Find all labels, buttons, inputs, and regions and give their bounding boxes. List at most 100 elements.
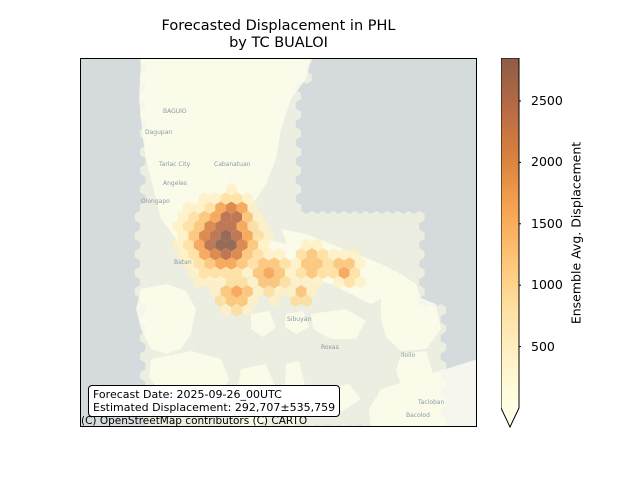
hexbin-cell: [317, 415, 328, 426]
hexbin-cell: [301, 238, 312, 252]
hexbin-cell: [183, 108, 194, 121]
hexbin-cell: [172, 369, 183, 382]
hexbin-cell: [150, 127, 162, 140]
hexbin-cell: [397, 294, 409, 307]
place-label-dagupan: Dagupan: [145, 129, 172, 136]
hexbin-cell: [247, 183, 259, 196]
hexbin-cell: [258, 331, 269, 345]
hexbin-cell: [354, 220, 366, 233]
hexbin-cell: [145, 136, 157, 149]
forecast-date-text: Forecast Date: 2025-09-26_00UTC: [93, 388, 282, 401]
hexbin-cell: [285, 266, 296, 280]
hexbin-cell: [220, 62, 232, 75]
hexbin-cell: [199, 248, 210, 261]
place-label-iloilo: Iloilo: [401, 352, 415, 359]
hexbin-cell: [317, 266, 328, 280]
hexbin-cell: [258, 164, 269, 177]
hexbin-cell: [188, 99, 200, 112]
hexbin-cell: [252, 210, 264, 224]
hexbin-cell: [360, 378, 371, 391]
hexbin-cell: [263, 341, 275, 354]
hexbin-cell: [140, 313, 151, 326]
hexbin-cell: [370, 210, 382, 224]
hexbin-cell: [274, 210, 285, 224]
hexbin-cell: [290, 164, 302, 177]
hexbin-cell: [290, 90, 302, 103]
hexbin-cell: [140, 90, 151, 103]
hexbin-cell: [183, 331, 194, 345]
hexbin-cell: [150, 145, 162, 159]
hexbin-cell: [392, 341, 404, 354]
hexbin-cell: [188, 322, 200, 335]
hexbin-cell: [193, 257, 205, 270]
hexbin-cell: [376, 350, 388, 363]
hexbin-cell: [258, 369, 269, 382]
hexbin-cell: [328, 322, 339, 335]
hexbin-cell: [301, 350, 312, 363]
hexbin-cell: [226, 257, 237, 270]
hexbin-cell: [387, 257, 398, 270]
hexbin-cell: [397, 313, 409, 326]
hexbin-cell: [252, 192, 264, 205]
hexbin-cell: [242, 192, 253, 205]
hexbin-cell: [150, 201, 162, 214]
hexbin-cell: [247, 276, 259, 289]
hexbin-cell: [199, 136, 210, 149]
hexbin-cell: [285, 322, 296, 335]
hexbin-cell: [215, 331, 226, 345]
hexbin-cell: [150, 238, 162, 252]
hexbin-cell: [279, 183, 291, 196]
hexbin-cell: [209, 415, 221, 426]
hexbin-cell: [344, 369, 355, 382]
hexbin-cell: [204, 164, 216, 177]
hexbin-cell: [333, 238, 345, 252]
hexbin-cell: [333, 294, 345, 307]
map-canvas[interactable]: BAGUIO Dagupan Tarlac City Cabanatuan An…: [81, 59, 477, 427]
hexbin-cell: [274, 303, 285, 317]
hexbin-cell: [247, 164, 259, 177]
hexbin-cell: [204, 369, 216, 382]
hexbin-cell: [172, 238, 183, 252]
hexbin-cell: [166, 117, 178, 131]
hexbin-cell: [268, 108, 280, 121]
hexbin-cell: [354, 350, 366, 363]
hexbin-cell: [166, 415, 178, 426]
hexbin-cell: [199, 80, 210, 94]
hexbin-cell: [204, 90, 216, 103]
hexbin-cell: [328, 229, 339, 242]
hexbin-cell: [403, 378, 414, 391]
hexbin-cell: [322, 294, 334, 307]
hexbin-cell: [263, 359, 275, 373]
hexbin-cell: [344, 257, 355, 270]
hexbin-cell: [403, 322, 414, 335]
colorbar-tick-label: 2000: [531, 154, 563, 170]
hexbin-cell: [177, 322, 189, 335]
hexbin-cell: [413, 341, 425, 354]
hexbin-cell: [285, 155, 296, 168]
hexbin-cell: [274, 192, 285, 205]
hexbin-cell: [258, 220, 269, 233]
hexbin-cell: [252, 341, 264, 354]
map-panel[interactable]: BAGUIO Dagupan Tarlac City Cabanatuan An…: [80, 58, 477, 427]
hexbin-cell: [177, 285, 189, 298]
hexbin-cell: [199, 117, 210, 131]
hexbin-cell: [199, 341, 210, 354]
hexbin-cell: [258, 257, 269, 270]
hexbin-cell: [226, 183, 237, 196]
hexbin-cell: [295, 210, 307, 224]
place-label-olongapo: Olongapo: [141, 198, 170, 205]
hexbin-cell: [199, 303, 210, 317]
hexbin-cell: [199, 210, 210, 224]
hexbin-cell: [258, 145, 269, 159]
hexbin-cell: [435, 303, 447, 317]
hexbin-cell: [231, 415, 243, 426]
hexbin-cell: [290, 369, 302, 382]
hexbin-cell: [285, 99, 296, 112]
hexbin-cell: [204, 350, 216, 363]
hexbin-cell: [322, 238, 334, 252]
hexbin-cell: [419, 331, 430, 345]
hexbin-cell: [161, 220, 173, 233]
hexbin-cell: [172, 276, 183, 289]
hexbin-cell: [226, 71, 237, 84]
hexbin-cell: [328, 415, 339, 426]
